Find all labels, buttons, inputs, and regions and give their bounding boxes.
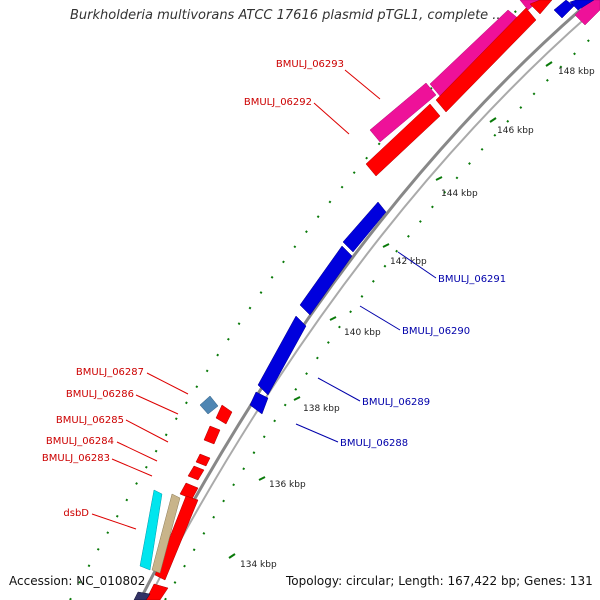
gene-label-06288[interactable]: BMULJ_06288 <box>340 438 408 449</box>
leader-06285 <box>125 419 169 443</box>
accession-text: Accession: NC_010802 <box>9 574 146 588</box>
kbp-label-136: 136 kbp <box>269 480 306 490</box>
gene-label-06291[interactable]: BMULJ_06291 <box>438 274 506 285</box>
gene-label-06285[interactable]: BMULJ_06285 <box>56 415 124 426</box>
leader-06283 <box>111 458 153 477</box>
gene-blue-corner-b[interactable] <box>569 0 595 11</box>
gene-pink-top-a[interactable] <box>429 9 521 97</box>
kbp-label-144: 144 kbp <box>441 189 478 199</box>
kbp-label-134: 134 kbp <box>240 560 277 570</box>
tick-136 <box>258 476 266 481</box>
backbone-inner <box>147 13 591 600</box>
tick-148 <box>545 61 553 67</box>
gene-label-06292[interactable]: BMULJ_06292 <box>244 97 312 108</box>
leader-06290 <box>359 305 401 331</box>
gene-label-06293[interactable]: BMULJ_06293 <box>276 59 344 70</box>
leader-06291 <box>397 251 437 279</box>
leader-06284 <box>116 441 158 462</box>
kbp-label-148: 148 kbp <box>558 67 595 77</box>
gene-red-top-b[interactable] <box>529 0 553 15</box>
backbone-outer <box>138 8 581 600</box>
scale-dots-outer <box>164 29 600 600</box>
tick-144 <box>435 176 443 181</box>
gene-bmulj-06287[interactable] <box>199 395 219 415</box>
gene-label-06286[interactable]: BMULJ_06286 <box>66 389 134 400</box>
gene-cyan[interactable] <box>139 489 163 571</box>
gene-label-06289[interactable]: BMULJ_06289 <box>362 397 430 408</box>
gene-bmulj-06290[interactable] <box>299 245 353 316</box>
tick-140 <box>329 316 337 321</box>
leader-06292 <box>313 102 350 135</box>
gene-bmulj-06292[interactable] <box>365 103 441 177</box>
gene-bmulj-06284[interactable] <box>195 453 211 467</box>
gene-bmulj-06285[interactable] <box>203 425 221 445</box>
gene-label-06290[interactable]: BMULJ_06290 <box>402 326 470 337</box>
gene-label-06284[interactable]: BMULJ_06284 <box>46 436 114 447</box>
leader-06287 <box>146 372 189 395</box>
gene-dsbd[interactable] <box>154 495 199 581</box>
gene-red-top-a[interactable] <box>435 7 537 113</box>
gene-bmulj-06291[interactable] <box>342 201 387 253</box>
gene-bmulj-06293[interactable] <box>369 82 437 143</box>
gene-bmulj-06283[interactable] <box>187 465 205 481</box>
leader-dsbd <box>91 513 137 530</box>
map-title: Burkholderia multivorans ATCC 17616 plas… <box>70 8 505 23</box>
tick-134 <box>228 553 236 559</box>
tick-138 <box>293 396 301 401</box>
gene-bmulj-06289[interactable] <box>257 315 307 396</box>
kbp-label-142: 142 kbp <box>390 257 427 267</box>
gene-label-06287[interactable]: BMULJ_06287 <box>76 367 144 378</box>
leader-06289 <box>317 377 361 402</box>
gene-dark-bottom[interactable] <box>133 591 151 600</box>
gene-bmulj-06288[interactable] <box>249 391 269 415</box>
gene-label-06283[interactable]: BMULJ_06283 <box>42 453 110 464</box>
topology-text: Topology: circular; Length: 167,422 bp; … <box>286 574 593 588</box>
kbp-label-138: 138 kbp <box>303 404 340 414</box>
kbp-label-146: 146 kbp <box>497 126 534 136</box>
leader-06293 <box>344 69 381 100</box>
tick-142 <box>382 243 390 248</box>
gene-bmulj-06286[interactable] <box>215 404 233 425</box>
gene-label-dsbd[interactable]: dsbD <box>63 508 89 519</box>
kbp-label-140: 140 kbp <box>344 328 381 338</box>
gene-tan[interactable] <box>151 493 181 574</box>
leader-06288 <box>295 423 339 443</box>
leader-06286 <box>135 394 179 415</box>
gene-red-bottom[interactable] <box>145 583 169 600</box>
tick-146 <box>489 117 497 123</box>
